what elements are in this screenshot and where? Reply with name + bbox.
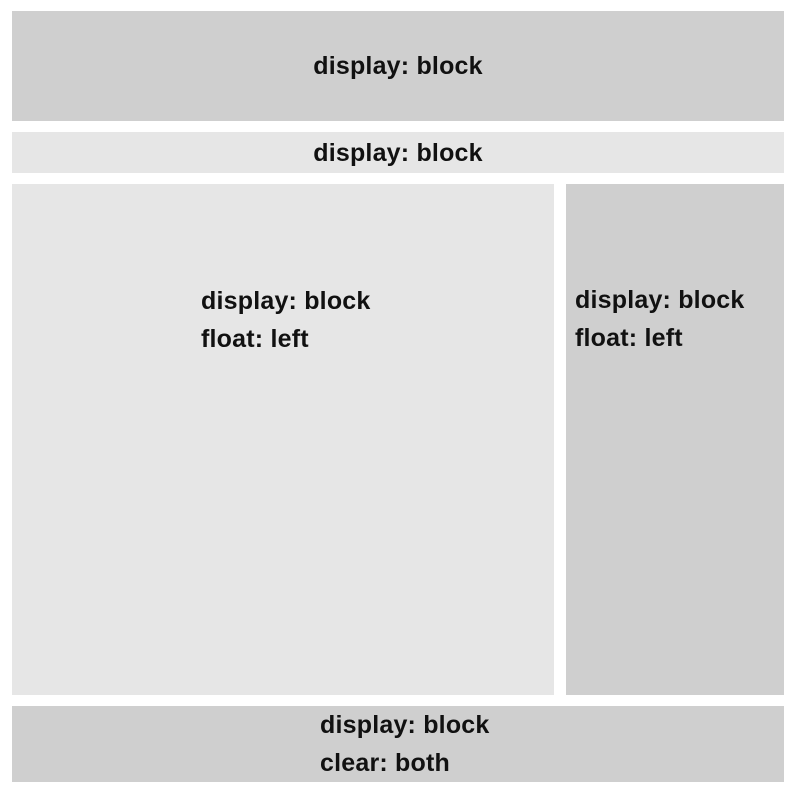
block-box-clear-both-line-2: clear: both <box>320 749 450 777</box>
block-box-top-label: display: block <box>313 52 483 80</box>
float-box-left-small: display: block float: left <box>566 184 784 695</box>
block-box-second: display: block <box>12 132 784 173</box>
float-box-left-large-line-1: display: block <box>201 287 371 315</box>
float-box-left-large: display: block float: left <box>12 184 554 695</box>
float-box-left-small-text: display: block float: left <box>575 281 745 357</box>
block-box-clear-both-text: display: block clear: both <box>320 706 490 782</box>
block-box-second-label: display: block <box>313 138 483 167</box>
float-box-left-large-text: display: block float: left <box>201 282 371 358</box>
block-box-clear-both-line-1: display: block <box>320 711 490 739</box>
float-box-left-small-line-1: display: block <box>575 286 745 314</box>
block-box-top: display: block <box>12 11 784 121</box>
block-box-clear-both: display: block clear: both <box>12 706 784 782</box>
float-box-left-small-line-2: float: left <box>575 324 683 352</box>
float-box-left-large-line-2: float: left <box>201 325 309 353</box>
